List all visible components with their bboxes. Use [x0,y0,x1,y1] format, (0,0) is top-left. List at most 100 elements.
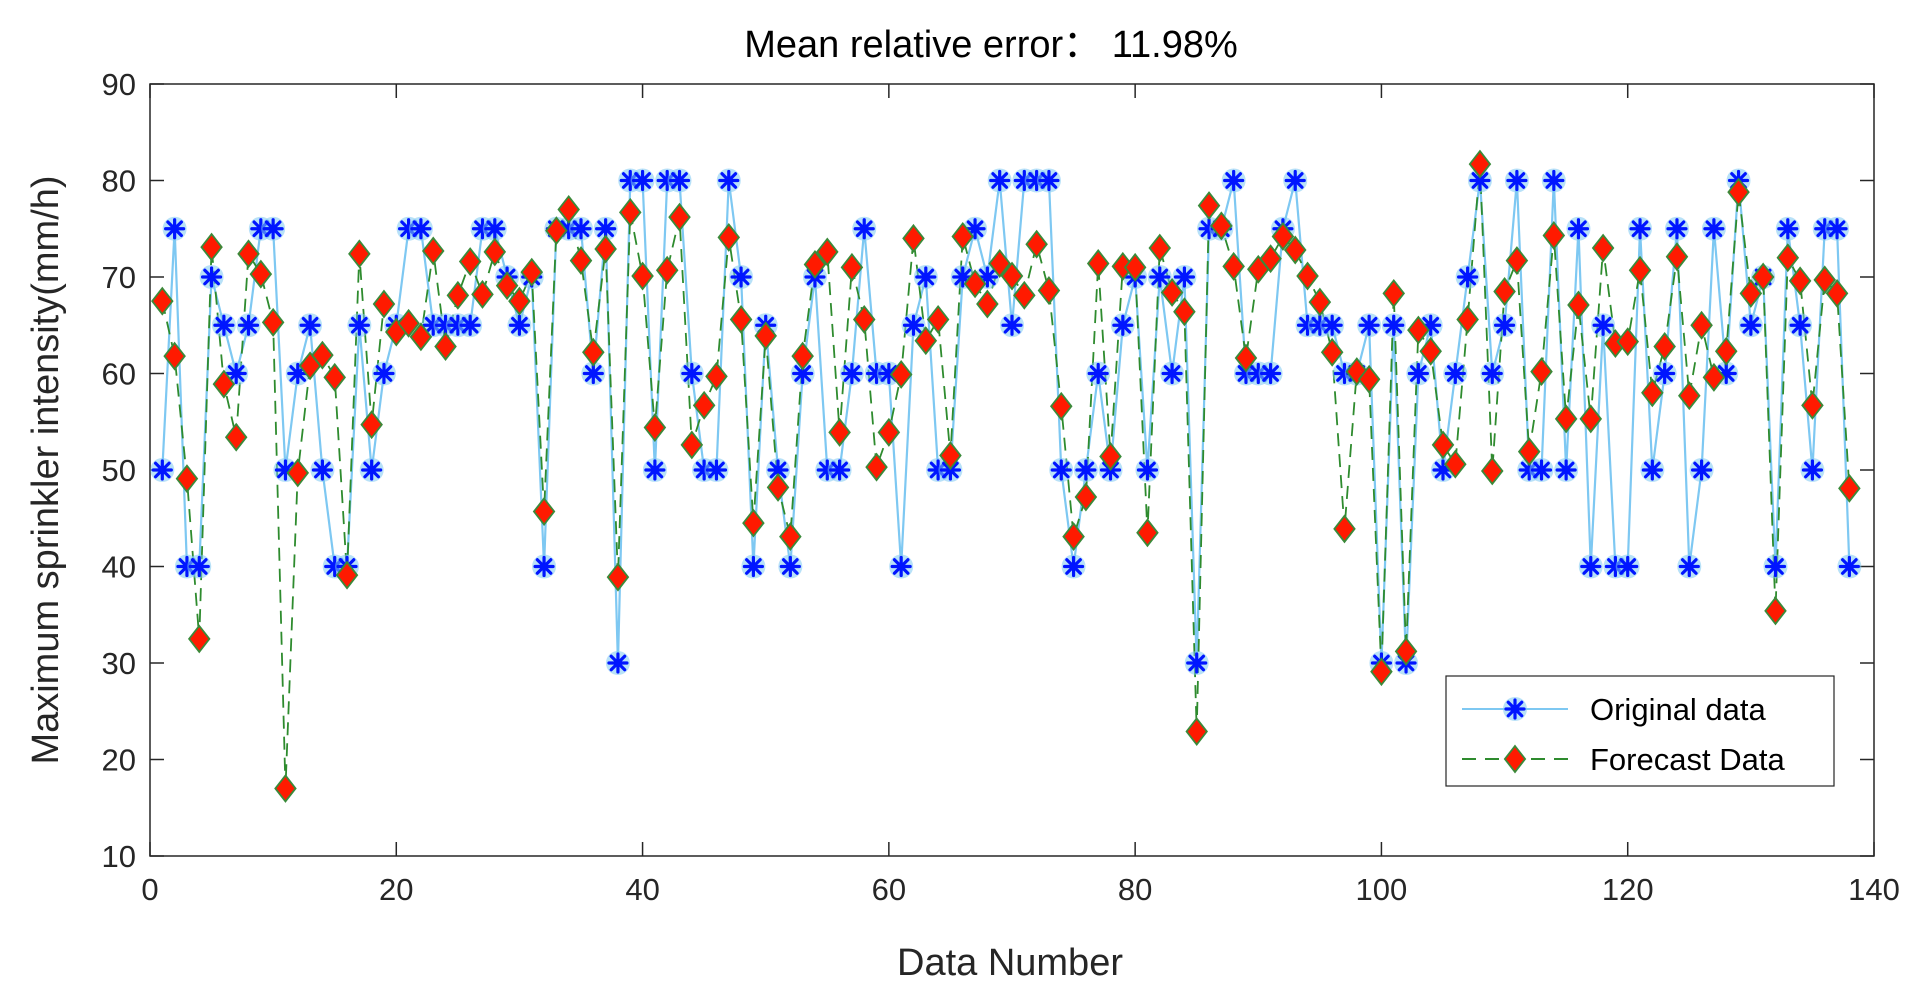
forecast-data-point [1444,449,1467,479]
original-data-point [1628,216,1653,241]
forecast-data-point [1049,391,1073,421]
original-data-point [1837,554,1862,579]
forecast-data-point [200,232,223,262]
forecast-data-point [1591,233,1615,263]
forecast-data-point [335,560,359,590]
original-data-point [1160,361,1185,386]
forecast-data-point [606,562,630,592]
forecast-data-point [569,246,593,276]
forecast-data-point [1197,191,1221,221]
forecast-data-point [1554,404,1578,434]
forecast-data-point [1493,277,1516,306]
x-tick-label: 60 [872,872,906,907]
forecast-data-point [409,322,433,352]
forecast-data-point [692,390,716,420]
original-data-point [1763,554,1788,579]
forecast-data-point [434,332,457,361]
forecast-data-point [902,223,925,253]
original-data-point [150,458,175,482]
original-data-point [839,361,864,386]
forecast-data-point [1714,336,1738,366]
original-data-point [704,458,729,482]
original-data-point [199,265,224,289]
forecast-data-point [1678,381,1701,411]
original-data-point [1000,313,1024,338]
forecast-data-point [520,257,544,287]
forecast-data-point [926,304,950,334]
original-data-point [211,313,236,338]
forecast-data-point [532,497,556,526]
y-tick-label: 60 [102,357,136,392]
forecast-data-point [951,222,975,251]
original-data-point [581,361,606,386]
forecast-data-point [779,522,802,552]
forecast-data-point [754,321,777,351]
forecast-data-point [224,422,248,452]
forecast-data-point [889,360,913,389]
forecast-data-point [397,308,420,338]
original-data-point [938,458,963,482]
forecast-data-point [1702,362,1726,392]
original-data-point [1036,168,1061,193]
original-data-point [187,554,212,579]
forecast-data-point [1234,343,1258,373]
original-data-point [1554,458,1579,482]
y-tick-label: 20 [102,743,136,778]
legend-original-marker [1503,697,1527,721]
original-data-point [347,313,372,338]
forecast-data-point [458,247,482,277]
forecast-data-point [1665,242,1689,272]
original-data-point [310,458,335,482]
forecast-data-point [717,222,741,252]
forecast-data-point [1308,287,1332,317]
forecast-data-point [582,337,605,367]
original-data-point [569,216,593,241]
original-data-point [1221,168,1246,193]
forecast-data-point [1628,255,1652,285]
y-tick-label: 40 [102,550,136,585]
x-tick-label: 40 [625,872,659,907]
forecast-data-point [237,239,260,269]
forecast-data-point [1013,280,1036,310]
forecast-data-point [1222,251,1245,281]
forecast-data-point [877,417,901,447]
forecast-data-point [1456,304,1479,334]
forecast-data-point [865,452,888,482]
y-tick-label: 80 [102,164,136,199]
forecast-data-point [1468,149,1492,179]
original-data-point [1184,651,1209,675]
forecast-data-point [1136,518,1159,548]
forecast-data-point [1271,222,1295,251]
x-tick-label: 120 [1602,872,1654,907]
forecast-data-point [1062,522,1085,552]
forecast-data-point [1764,596,1787,626]
original-data-point [1147,265,1172,289]
forecast-data-point [594,234,617,264]
y-tick-label: 50 [102,453,136,488]
x-tick-label: 20 [379,872,413,907]
original-data-point [642,458,667,482]
forecast-data-point [1739,278,1763,308]
original-data-point [1480,361,1505,386]
original-data-point [913,265,938,289]
original-data-point [1541,168,1566,193]
forecast-data-point [852,304,876,334]
y-tick-label: 10 [102,839,136,874]
original-data-point [1788,313,1813,338]
forecast-data-point [1567,290,1590,320]
x-tick-label: 140 [1848,872,1900,907]
forecast-data-point [1751,262,1775,292]
forecast-data-point [323,362,346,392]
forecast-data-point [1160,277,1184,307]
original-data-point [507,313,532,338]
forecast-data-point [1148,233,1172,263]
original-data-point [741,554,766,579]
forecast-data-point [1000,261,1024,291]
original-data-point [1073,458,1098,482]
forecast-data-point [1825,278,1849,308]
forecast-data-point [828,417,851,447]
forecast-data-point [1394,636,1418,666]
forecast-data-point [1838,473,1861,503]
original-data-point [1578,554,1603,579]
